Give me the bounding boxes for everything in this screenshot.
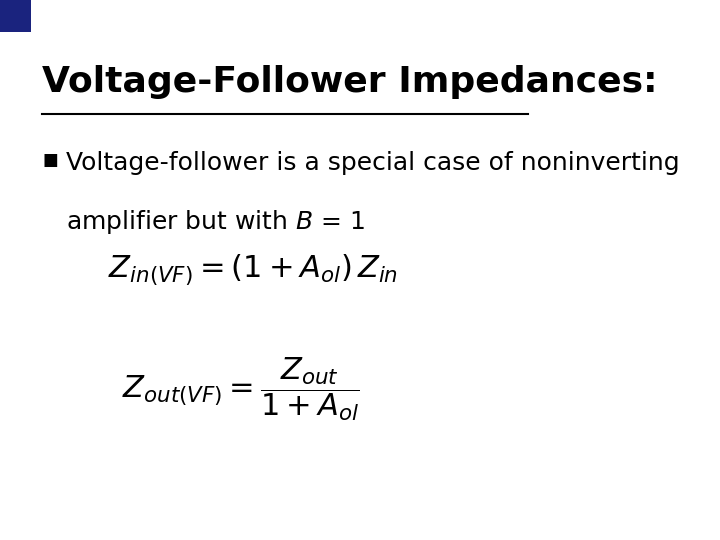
Bar — [0, 0, 32, 32]
Bar — [1, 0, 10, 32]
Bar — [1, 0, 9, 32]
Bar — [1, 0, 10, 32]
Bar — [4, 0, 13, 32]
Bar — [1, 0, 9, 32]
Bar — [4, 0, 12, 32]
Bar — [4, 0, 13, 32]
Bar — [6, 0, 15, 32]
Bar — [0, 0, 9, 32]
Bar — [4, 0, 12, 32]
Bar — [6, 0, 15, 32]
Bar — [5, 0, 14, 32]
Bar — [0, 0, 9, 32]
Bar — [4, 0, 12, 32]
Bar — [4, 0, 14, 32]
Bar — [1, 0, 10, 32]
Bar — [3, 0, 12, 32]
Text: Voltage-Follower Impedances:: Voltage-Follower Impedances: — [42, 65, 657, 99]
Bar — [4, 0, 13, 32]
Bar — [5, 0, 14, 32]
Bar — [1, 0, 10, 32]
Bar — [3, 0, 12, 32]
Bar — [6, 0, 15, 32]
Bar — [1, 0, 10, 32]
Bar — [7, 0, 16, 32]
Bar — [5, 0, 14, 32]
Bar — [1, 0, 9, 32]
Bar — [6, 0, 14, 32]
Text: $Z_{in(VF)} = (1 + A_{ol})\,Z_{in}$: $Z_{in(VF)} = (1 + A_{ol})\,Z_{in}$ — [108, 252, 398, 288]
Bar — [3, 0, 12, 32]
Bar — [6, 0, 15, 32]
Bar — [6, 0, 14, 32]
Bar — [5, 0, 14, 32]
Bar — [6, 0, 14, 32]
Bar — [5, 0, 14, 32]
Bar — [4, 0, 12, 32]
Bar — [3, 0, 12, 32]
Text: $Z_{out(VF)} = \dfrac{Z_{out}}{1 + A_{ol}}$: $Z_{out(VF)} = \dfrac{Z_{out}}{1 + A_{ol… — [122, 355, 360, 423]
Bar — [7, 0, 16, 32]
Bar — [2, 0, 11, 32]
Bar — [1, 0, 10, 32]
Bar — [1, 0, 9, 32]
Bar — [7, 0, 16, 32]
Bar — [1, 0, 9, 32]
Bar — [4, 0, 13, 32]
Bar — [2, 0, 11, 32]
Bar — [7, 0, 16, 32]
Bar — [6, 0, 15, 32]
Bar — [6, 0, 14, 32]
Bar — [1, 0, 9, 32]
Bar — [6, 0, 15, 32]
Bar — [5, 0, 14, 32]
Bar — [3, 0, 12, 32]
Bar — [4, 0, 13, 32]
Bar — [4, 0, 12, 32]
Bar — [4, 0, 13, 32]
Bar — [2, 0, 11, 32]
Bar — [3, 0, 12, 32]
Bar — [0, 0, 9, 32]
Bar — [0, 0, 9, 32]
Bar — [7, 0, 16, 32]
Bar — [2, 0, 12, 32]
Bar — [7, 0, 16, 32]
Bar — [6, 0, 15, 32]
Bar — [6, 0, 15, 32]
Bar — [4, 0, 12, 32]
Bar — [2, 0, 11, 32]
Bar — [4, 0, 13, 32]
Bar — [2, 0, 11, 32]
Bar — [1, 0, 10, 32]
Text: ■: ■ — [42, 151, 58, 169]
Bar — [3, 0, 12, 32]
Bar — [5, 0, 14, 32]
Bar — [7, 0, 16, 32]
Bar — [5, 0, 14, 32]
Bar — [2, 0, 11, 32]
Text: Voltage-follower is a special case of noninverting: Voltage-follower is a special case of no… — [66, 151, 680, 175]
Bar — [1, 0, 10, 32]
Text: amplifier but with $B$ = 1: amplifier but with $B$ = 1 — [66, 208, 365, 236]
Bar — [6, 0, 16, 32]
Bar — [1, 0, 9, 32]
Bar — [4, 0, 13, 32]
Bar — [3, 0, 12, 32]
Bar — [1, 0, 11, 32]
Bar — [6, 0, 14, 32]
Bar — [6, 0, 14, 32]
